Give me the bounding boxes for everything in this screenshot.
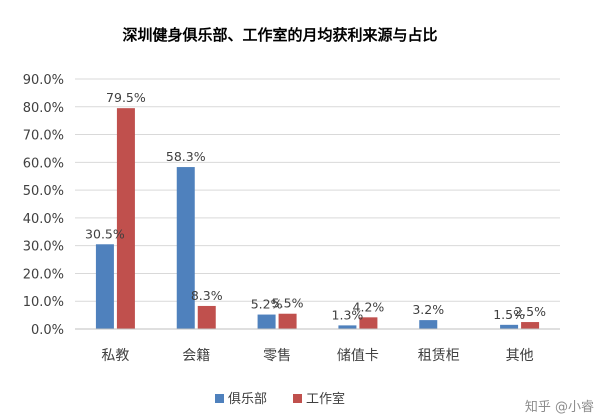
legend-swatch-series-1	[215, 394, 224, 403]
data-label: 8.3%	[191, 288, 223, 303]
y-tick-label: 90.0%	[23, 73, 64, 88]
data-label: 1.5%	[493, 307, 525, 322]
data-label: 79.5%	[106, 90, 146, 105]
y-axis-ticks: 0.0% 10.0% 20.0% 30.0% 40.0% 50.0% 60.0% 70.0% 8…	[23, 73, 64, 338]
y-tick-label: 30.0%	[23, 240, 64, 255]
y-tick-label: 40.0%	[23, 212, 64, 227]
y-tick-label: 10.0%	[23, 295, 64, 310]
data-label: 3.2%	[412, 302, 444, 317]
data-label: 1.3%	[332, 307, 364, 322]
legend-label-series-2: 工作室	[306, 391, 345, 407]
y-tick-label: 70.0%	[23, 129, 64, 144]
bar-series-1	[257, 314, 276, 329]
y-tick-label: 60.0%	[23, 156, 64, 171]
bar-series-2	[116, 108, 135, 330]
x-category-label: 会籍	[182, 347, 210, 364]
bar-series-2	[278, 313, 297, 329]
x-category-label: 私教	[101, 348, 129, 364]
data-label: 4.2%	[353, 299, 385, 314]
bar-series-1	[419, 320, 438, 329]
bar-series-1	[95, 244, 114, 329]
bar-series-2	[521, 322, 540, 329]
data-label: 30.5%	[85, 226, 125, 241]
data-labels: 30.5% 79.5% 58.3% 8.3% 5.2%5.5% 1.3%4.2% 3.2% 1…	[85, 90, 546, 322]
y-tick-label: 0.0%	[31, 323, 64, 338]
x-category-label: 零售	[263, 348, 291, 364]
x-category-label: 租赁柜	[418, 348, 460, 364]
x-category-label: 其他	[506, 348, 534, 364]
legend-label-series-1: 俱乐部	[228, 392, 267, 407]
bar-series-1	[176, 167, 195, 329]
y-tick-label: 50.0%	[23, 184, 64, 199]
data-label: 5.5%	[272, 296, 304, 311]
watermark: 知乎 @小睿	[525, 399, 594, 415]
data-label: 58.3%	[166, 149, 206, 164]
y-tick-label: 20.0%	[23, 267, 64, 282]
y-tick-label: 80.0%	[23, 101, 64, 116]
gridlines	[75, 78, 560, 302]
data-label: 5.2%	[251, 297, 283, 312]
legend: 俱乐部 工作室	[215, 391, 345, 407]
bar-series-2	[197, 305, 216, 329]
x-axis-categories: 私教 会籍 零售 储值卡 租赁柜 其他	[101, 347, 533, 364]
bar-series-1	[338, 325, 357, 329]
legend-swatch-series-2	[293, 394, 302, 403]
bar-series-2	[359, 317, 378, 329]
chart-title: 深圳健身俱乐部、工作室的月均获利来源与占比	[122, 26, 437, 44]
x-category-label: 储值卡	[337, 348, 379, 364]
data-label: 2.5%	[514, 304, 546, 319]
bars	[95, 108, 540, 330]
bar-series-1	[500, 324, 519, 329]
